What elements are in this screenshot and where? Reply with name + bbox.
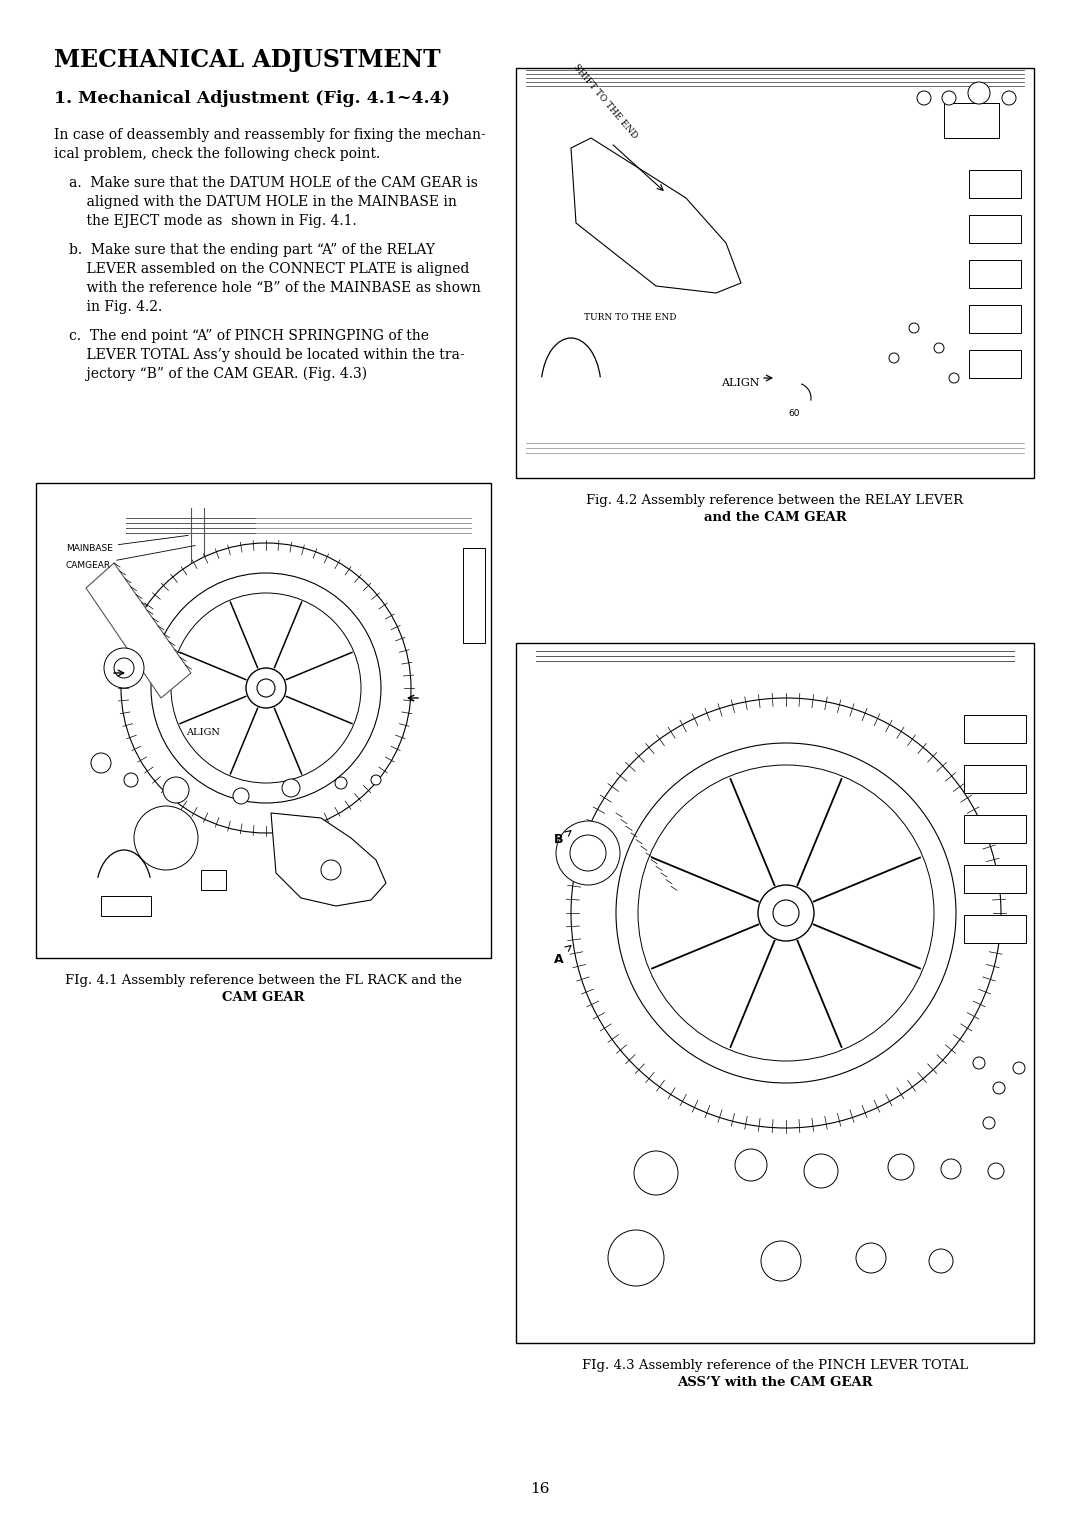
Circle shape xyxy=(889,353,899,364)
Text: MECHANICAL ADJUSTMENT: MECHANICAL ADJUSTMENT xyxy=(54,47,441,72)
Text: ALIGN: ALIGN xyxy=(721,377,759,388)
Circle shape xyxy=(114,659,134,678)
Bar xyxy=(969,215,1021,243)
Polygon shape xyxy=(571,138,741,293)
Text: aligned with the DATUM HOLE in the MAINBASE in: aligned with the DATUM HOLE in the MAINB… xyxy=(69,196,457,209)
Circle shape xyxy=(104,648,144,688)
Circle shape xyxy=(321,860,341,880)
Text: 1. Mechanical Adjustment (Fig. 4.1~4.4): 1. Mechanical Adjustment (Fig. 4.1~4.4) xyxy=(54,90,450,107)
Bar xyxy=(516,643,1034,1343)
Text: b.  Make sure that the ending part “A” of the RELAY: b. Make sure that the ending part “A” of… xyxy=(69,243,435,257)
Circle shape xyxy=(856,1242,886,1273)
Circle shape xyxy=(634,1151,678,1195)
Circle shape xyxy=(335,778,347,788)
Bar xyxy=(964,814,1026,843)
Circle shape xyxy=(282,779,300,798)
Circle shape xyxy=(1013,1062,1025,1074)
Circle shape xyxy=(638,766,934,1060)
Bar xyxy=(463,549,485,643)
Text: jectory “B” of the CAM GEAR. (Fig. 4.3): jectory “B” of the CAM GEAR. (Fig. 4.3) xyxy=(69,367,367,382)
Text: with the reference hole “B” of the MAINBASE as shown: with the reference hole “B” of the MAINB… xyxy=(69,281,481,295)
Circle shape xyxy=(91,753,111,773)
Circle shape xyxy=(773,900,799,926)
Text: TURN TO THE END: TURN TO THE END xyxy=(584,313,676,322)
Bar xyxy=(102,895,151,915)
Text: ASS’Y with the CAM GEAR: ASS’Y with the CAM GEAR xyxy=(677,1377,873,1389)
Circle shape xyxy=(968,83,990,104)
Circle shape xyxy=(257,678,275,697)
Circle shape xyxy=(942,92,956,105)
Text: In case of deassembly and reassembly for fixing the mechan-: In case of deassembly and reassembly for… xyxy=(54,128,486,142)
Circle shape xyxy=(124,773,138,787)
Circle shape xyxy=(988,1163,1004,1180)
Circle shape xyxy=(163,778,189,804)
Circle shape xyxy=(570,834,606,871)
Text: B: B xyxy=(554,833,564,847)
Text: FIg. 4.3 Assembly reference of the PINCH LEVER TOTAL: FIg. 4.3 Assembly reference of the PINCH… xyxy=(582,1358,968,1372)
Circle shape xyxy=(616,743,956,1083)
Bar xyxy=(969,170,1021,199)
Polygon shape xyxy=(271,813,386,906)
Text: c.  The end point “A” of PINCH SPRINGPING of the: c. The end point “A” of PINCH SPRINGPING… xyxy=(69,329,429,342)
Text: the EJECT mode as  shown in Fig. 4.1.: the EJECT mode as shown in Fig. 4.1. xyxy=(69,214,356,228)
Text: LEVER TOTAL Ass’y should be located within the tra-: LEVER TOTAL Ass’y should be located with… xyxy=(69,348,464,362)
Circle shape xyxy=(761,1241,801,1280)
Text: 60: 60 xyxy=(788,410,799,419)
Circle shape xyxy=(973,1057,985,1070)
Bar xyxy=(944,102,999,138)
Circle shape xyxy=(941,1160,961,1180)
Circle shape xyxy=(983,1117,995,1129)
Polygon shape xyxy=(86,562,191,698)
Circle shape xyxy=(949,373,959,384)
Circle shape xyxy=(134,805,198,869)
Bar xyxy=(964,766,1026,793)
Bar xyxy=(964,915,1026,943)
Text: LEVER assembled on the CONNECT PLATE is aligned: LEVER assembled on the CONNECT PLATE is … xyxy=(69,261,470,277)
Circle shape xyxy=(233,788,249,804)
Circle shape xyxy=(571,698,1001,1128)
Text: CAM GEAR: CAM GEAR xyxy=(222,992,305,1004)
Circle shape xyxy=(1002,92,1016,105)
Bar xyxy=(969,306,1021,333)
Text: MAINBASE: MAINBASE xyxy=(66,535,188,553)
Text: FIg. 4.1 Assembly reference between the FL RACK and the: FIg. 4.1 Assembly reference between the … xyxy=(65,973,462,987)
Circle shape xyxy=(556,821,620,885)
Text: 16: 16 xyxy=(530,1482,550,1496)
Circle shape xyxy=(993,1082,1005,1094)
Bar xyxy=(964,865,1026,892)
Circle shape xyxy=(171,593,361,782)
Bar xyxy=(969,350,1021,377)
Text: a.  Make sure that the DATUM HOLE of the CAM GEAR is: a. Make sure that the DATUM HOLE of the … xyxy=(69,176,477,189)
Circle shape xyxy=(929,1248,953,1273)
Circle shape xyxy=(804,1154,838,1187)
Circle shape xyxy=(909,322,919,333)
Text: CAMGEAR: CAMGEAR xyxy=(66,545,195,570)
Text: ALIGN: ALIGN xyxy=(186,727,220,736)
Text: and the CAM GEAR: and the CAM GEAR xyxy=(704,510,847,524)
Text: in Fig. 4.2.: in Fig. 4.2. xyxy=(69,299,162,313)
Circle shape xyxy=(888,1154,914,1180)
Bar xyxy=(201,869,226,889)
Bar xyxy=(36,483,491,958)
Bar xyxy=(969,260,1021,287)
Circle shape xyxy=(372,775,381,785)
Bar xyxy=(516,69,1034,478)
Circle shape xyxy=(246,668,286,707)
Text: SHIFT TO THE END: SHIFT TO THE END xyxy=(571,63,638,141)
Circle shape xyxy=(121,542,411,833)
Circle shape xyxy=(735,1149,767,1181)
Circle shape xyxy=(934,342,944,353)
Text: Fig. 4.2 Assembly reference between the RELAY LEVER: Fig. 4.2 Assembly reference between the … xyxy=(586,494,963,507)
Bar xyxy=(964,715,1026,743)
Circle shape xyxy=(608,1230,664,1287)
Text: ical problem, check the following check point.: ical problem, check the following check … xyxy=(54,147,380,160)
Circle shape xyxy=(917,92,931,105)
Circle shape xyxy=(151,573,381,804)
Text: A: A xyxy=(554,953,564,966)
Circle shape xyxy=(758,885,814,941)
